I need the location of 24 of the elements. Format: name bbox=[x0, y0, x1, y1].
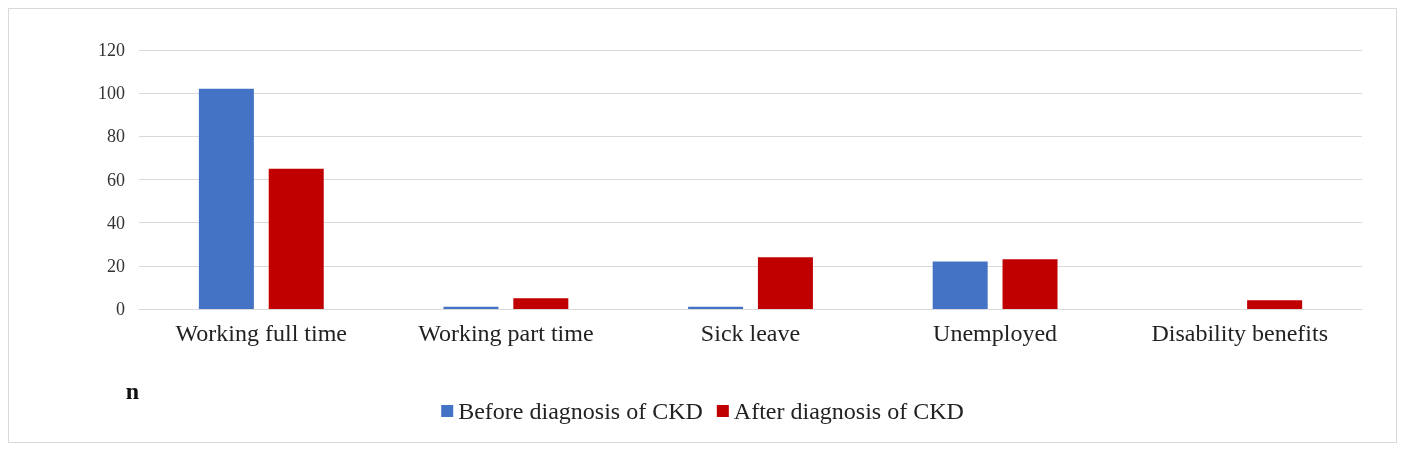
x-tick-label: Disability benefits bbox=[1151, 320, 1329, 346]
y-tick-label: 0 bbox=[116, 299, 125, 319]
y-tick-label: 120 bbox=[98, 40, 125, 60]
bar bbox=[443, 306, 499, 309]
bar bbox=[268, 168, 324, 309]
bar bbox=[688, 306, 744, 309]
bar bbox=[757, 257, 813, 309]
y-tick-label: 40 bbox=[107, 212, 125, 233]
bar bbox=[1002, 259, 1058, 309]
y-tick-label: 80 bbox=[107, 126, 125, 147]
y-tick-label: 60 bbox=[107, 169, 125, 190]
y-tick-label: 100 bbox=[98, 83, 125, 104]
legend-label: After diagnosis of CKD bbox=[733, 398, 964, 424]
x-tick-label: Unemployed bbox=[933, 320, 1058, 346]
bar bbox=[513, 298, 569, 309]
y-tick-label: 20 bbox=[107, 255, 125, 276]
x-tick-label: Working full time bbox=[175, 320, 347, 346]
bar bbox=[1247, 300, 1303, 309]
y-axis-title: n bbox=[125, 378, 139, 404]
legend-label: Before diagnosis of CKD bbox=[458, 398, 703, 424]
bar bbox=[932, 261, 988, 309]
bar bbox=[198, 88, 254, 309]
x-tick-label: Working part time bbox=[418, 320, 594, 346]
x-tick-label: Sick leave bbox=[700, 320, 801, 346]
